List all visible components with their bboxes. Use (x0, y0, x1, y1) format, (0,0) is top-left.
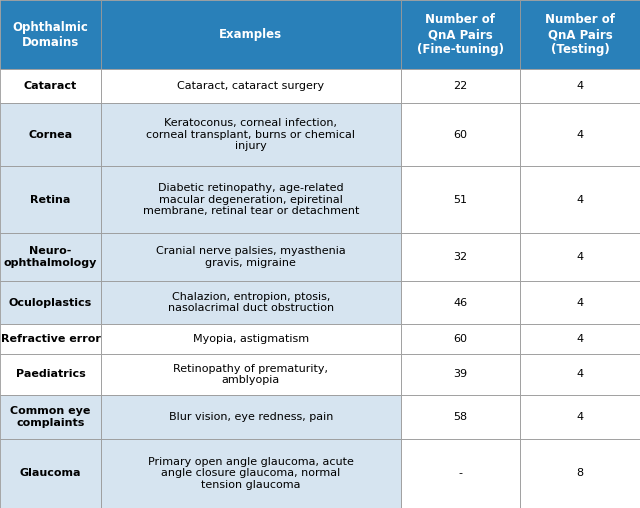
Bar (401, 439, 520, 508)
Text: Ophthalmic
Domains: Ophthalmic Domains (13, 20, 88, 49)
Text: Number of
QnA Pairs
(Fine-tuning): Number of QnA Pairs (Fine-tuning) (417, 13, 504, 56)
Bar (0, 103, 101, 167)
Text: -: - (458, 468, 463, 479)
Bar (101, 233, 401, 281)
Bar (520, 439, 640, 508)
Bar (401, 0, 520, 69)
Bar (101, 439, 401, 508)
Bar (101, 69, 401, 103)
Text: Cranial nerve palsies, myasthenia
gravis, migraine: Cranial nerve palsies, myasthenia gravis… (156, 246, 346, 268)
Bar (401, 69, 520, 103)
Text: 4: 4 (577, 334, 584, 344)
Text: Oculoplastics: Oculoplastics (9, 298, 92, 308)
Text: Myopia, astigmatism: Myopia, astigmatism (193, 334, 309, 344)
Text: Examples: Examples (220, 28, 282, 41)
Bar (101, 103, 401, 167)
Text: 60: 60 (454, 334, 467, 344)
Text: Glaucoma: Glaucoma (20, 468, 81, 479)
Text: 60: 60 (454, 130, 467, 140)
Bar (401, 324, 520, 354)
Text: Keratoconus, corneal infection,
corneal transplant, burns or chemical
injury: Keratoconus, corneal infection, corneal … (147, 118, 355, 151)
Text: Refractive error: Refractive error (1, 334, 100, 344)
Text: Common eye
complaints: Common eye complaints (10, 406, 91, 428)
Bar (101, 167, 401, 233)
Bar (0, 233, 101, 281)
Bar (520, 354, 640, 395)
Bar (401, 354, 520, 395)
Text: Chalazion, entropion, ptosis,
nasolacrimal duct obstruction: Chalazion, entropion, ptosis, nasolacrim… (168, 292, 334, 313)
Text: 51: 51 (454, 195, 467, 205)
Text: 4: 4 (577, 252, 584, 262)
Text: 4: 4 (577, 130, 584, 140)
Text: 58: 58 (453, 412, 468, 422)
Text: 8: 8 (577, 468, 584, 479)
Bar (0, 354, 101, 395)
Text: Diabetic retinopathy, age-related
macular degeneration, epiretinal
membrane, ret: Diabetic retinopathy, age-related macula… (143, 183, 359, 216)
Bar (0, 395, 101, 439)
Bar (0, 281, 101, 324)
Text: 4: 4 (577, 195, 584, 205)
Text: Cataract, cataract surgery: Cataract, cataract surgery (177, 81, 324, 91)
Text: 4: 4 (577, 369, 584, 379)
Text: 22: 22 (453, 81, 468, 91)
Text: 4: 4 (577, 81, 584, 91)
Text: Retinopathy of prematurity,
amblyopia: Retinopathy of prematurity, amblyopia (173, 364, 328, 385)
Bar (0, 0, 101, 69)
Bar (101, 0, 401, 69)
Text: Cataract: Cataract (24, 81, 77, 91)
Bar (0, 167, 101, 233)
Text: Neuro-
ophthalmology: Neuro- ophthalmology (4, 246, 97, 268)
Bar (520, 281, 640, 324)
Bar (520, 69, 640, 103)
Bar (520, 324, 640, 354)
Bar (0, 439, 101, 508)
Bar (101, 395, 401, 439)
Text: 32: 32 (453, 252, 468, 262)
Text: 39: 39 (453, 369, 468, 379)
Bar (520, 0, 640, 69)
Bar (401, 395, 520, 439)
Bar (520, 233, 640, 281)
Text: 4: 4 (577, 412, 584, 422)
Bar (401, 103, 520, 167)
Bar (520, 395, 640, 439)
Text: 46: 46 (453, 298, 468, 308)
Bar (401, 233, 520, 281)
Bar (0, 69, 101, 103)
Bar (101, 354, 401, 395)
Text: Retina: Retina (30, 195, 71, 205)
Text: 4: 4 (577, 298, 584, 308)
Bar (0, 324, 101, 354)
Bar (401, 281, 520, 324)
Bar (101, 281, 401, 324)
Text: Number of
QnA Pairs
(Testing): Number of QnA Pairs (Testing) (545, 13, 615, 56)
Text: Paediatrics: Paediatrics (16, 369, 85, 379)
Bar (520, 103, 640, 167)
Text: Primary open angle glaucoma, acute
angle closure glaucoma, normal
tension glauco: Primary open angle glaucoma, acute angle… (148, 457, 354, 490)
Bar (101, 324, 401, 354)
Text: Blur vision, eye redness, pain: Blur vision, eye redness, pain (169, 412, 333, 422)
Text: Cornea: Cornea (29, 130, 72, 140)
Bar (401, 167, 520, 233)
Bar (520, 167, 640, 233)
